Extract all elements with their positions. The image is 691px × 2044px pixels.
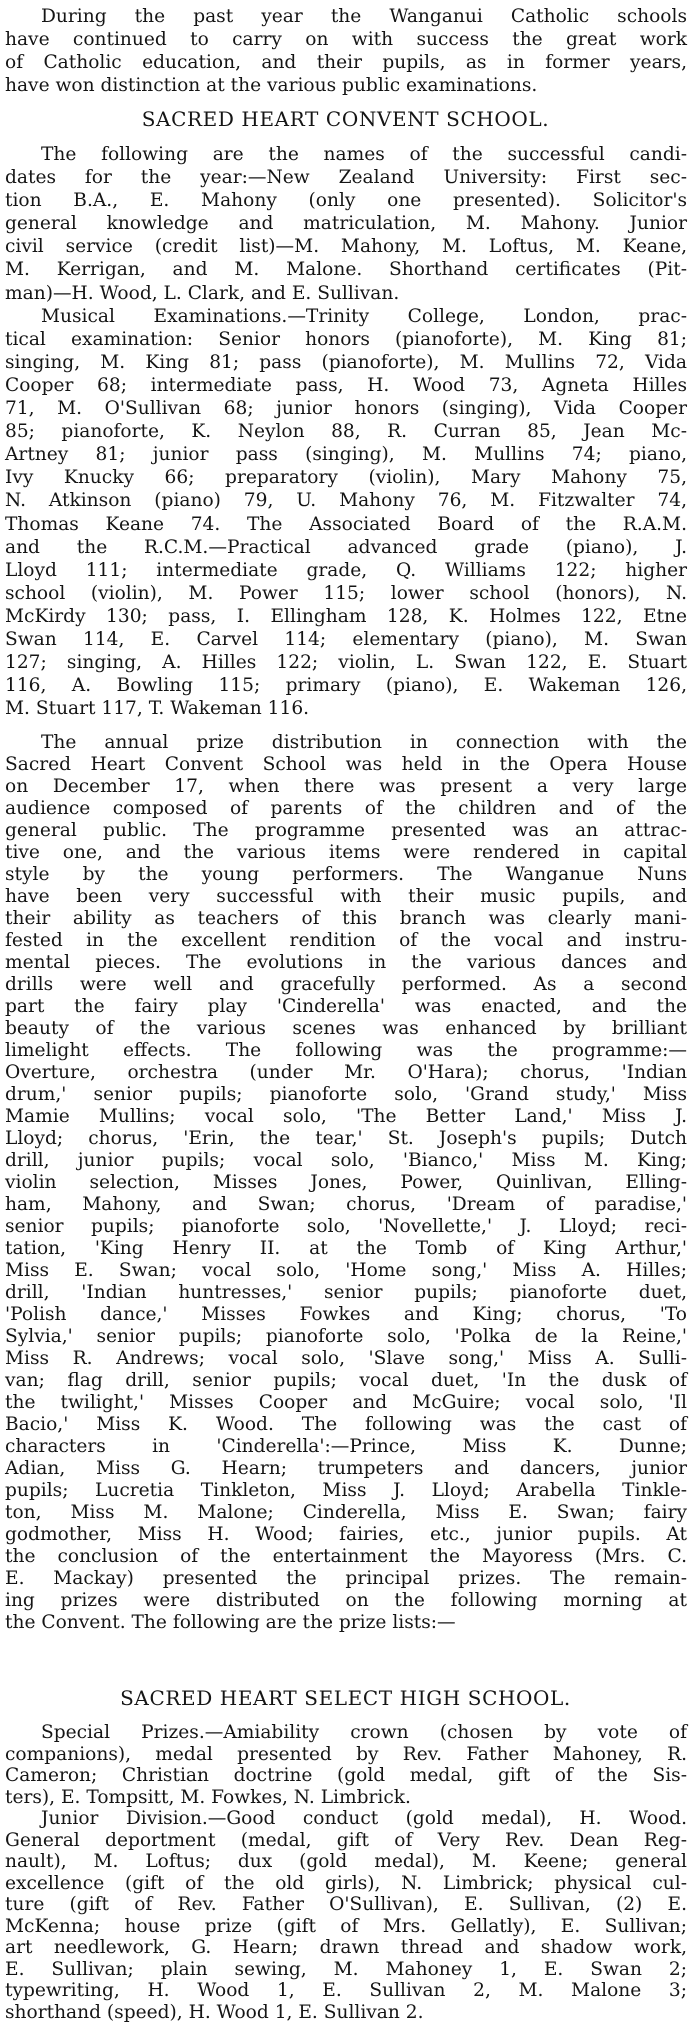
text-line: shorthand (speed), H. Wood 1, E. Sulliva…: [5, 2001, 424, 2023]
text-line: ham, Mahony, and Swan; chorus, 'Dream of…: [5, 1194, 687, 1215]
text-line: Lloyd; chorus, 'Erin, the tear,' St. Jos…: [5, 1128, 687, 1149]
text-line: drill, junior pupils; vocal solo, 'Bianc…: [5, 1150, 687, 1171]
text-line: tation, 'King Henry II. at the Tomb of K…: [5, 1238, 687, 1259]
text-line: M. Kerrigan, and M. Malone. Shorthand ce…: [5, 259, 687, 281]
text-line: violin selection, Misses Jones, Power, Q…: [5, 1172, 687, 1193]
prize-distribution-paragraph: The annual prize distribution in connect…: [5, 732, 687, 1634]
candidates-paragraph: The following are the names of the succe…: [5, 143, 687, 305]
text-line: the Convent. The following are the prize…: [5, 1612, 456, 1633]
intro-paragraph: During the past year the Wanganui Cathol…: [5, 5, 687, 97]
text-line: general knowledge and matriculation, M. …: [5, 213, 687, 235]
text-line: Junior Division.—Good conduct (gold meda…: [41, 1808, 687, 1829]
text-line: Sylvia,' senior pupils; pianoforte solo,…: [5, 1326, 687, 1347]
text-line: drill, 'Indian huntresses,' senior pupil…: [5, 1282, 687, 1303]
text-line: excellence (gift of the old girls), N. L…: [5, 1872, 687, 1894]
text-line: limelight effects. The following was the…: [5, 1040, 687, 1061]
text-line: 85; pianoforte, K. Neylon 88, R. Curran …: [5, 421, 687, 443]
text-line: 116, A. Bowling 115; primary (piano), E.…: [5, 675, 687, 697]
text-line: the conclusion of the entertainment the …: [5, 1546, 687, 1567]
text-line: their ability as teachers of this branch…: [5, 908, 687, 929]
text-line: The annual prize distribution in connect…: [41, 732, 687, 753]
text-line: man)—H. Wood, L. Clark, and E. Sullivan.: [5, 282, 400, 304]
text-line: Miss E. Swan; vocal solo, 'Home song,' M…: [5, 1260, 687, 1281]
text-line: fested in the excellent rendition of the…: [5, 930, 687, 951]
text-line: ton, Miss M. Malone; Cinderella, Miss E.…: [5, 1502, 687, 1523]
text-line: ing prizes were distributed on the follo…: [5, 1590, 687, 1611]
text-line: singing, M. King 81; pass (pianoforte), …: [5, 351, 687, 373]
heading-high-school: SACRED HEART SELECT HIGH SCHOOL.: [120, 1686, 571, 1710]
text-line: Musical Examinations.—Trinity College, L…: [41, 305, 687, 327]
text-line: Mamie Mullins; vocal solo, 'The Better L…: [5, 1106, 687, 1127]
text-line: Special Prizes.—Amiability crown (chosen…: [41, 1722, 687, 1743]
text-line: 71, M. O'Sullivan 68; junior honors (sin…: [5, 398, 687, 420]
text-line: General deportment (medal, gift of Very …: [5, 1829, 687, 1851]
text-line: godmother, Miss H. Wood; fairies, etc., …: [5, 1524, 687, 1545]
text-line: the twilight,' Misses Cooper and McGuire…: [5, 1392, 687, 1413]
text-line: have continued to carry on with success …: [5, 29, 687, 51]
text-line: art needlework, G. Hearn; drawn thread a…: [5, 1937, 687, 1958]
text-line: on December 17, when there was present a…: [5, 776, 687, 797]
text-line: van; flag drill, senior pupils; vocal du…: [5, 1370, 687, 1391]
text-line: Artney 81; junior pass (singing), M. Mul…: [5, 444, 687, 466]
text-line: Sacred Heart Convent School was held in …: [5, 754, 687, 775]
text-line: Cameron; Christian doctrine (gold medal,…: [5, 1765, 687, 1786]
text-line: ters), E. Tompsitt, M. Fowkes, N. Limbri…: [5, 1786, 411, 1808]
text-line: have been very successful with their mus…: [5, 886, 687, 907]
text-line: The following are the names of the succe…: [41, 144, 687, 165]
text-line: Miss R. Andrews; vocal solo, 'Slave song…: [5, 1348, 687, 1369]
text-line: of Catholic education, and their pupils,…: [5, 52, 687, 74]
text-line: part the fairy play 'Cinderella' was ena…: [5, 996, 687, 1017]
text-line: pupils; Lucretia Tinkleton, Miss J. Lloy…: [5, 1480, 687, 1501]
text-line: audience composed of parents of the chil…: [5, 798, 687, 819]
text-line: M. Stuart 117, T. Wakeman 116.: [5, 698, 310, 720]
text-line: drills were well and gracefully performe…: [5, 974, 687, 995]
text-line: During the past year the Wanganui Cathol…: [41, 6, 687, 27]
text-line: Lloyd 111; intermediate grade, Q. Willia…: [5, 559, 687, 581]
text-line: 127; singing, A. Hilles 122; violin, L. …: [5, 652, 687, 674]
text-line: nault), M. Loftus; dux (gold medal), M. …: [5, 1851, 687, 1872]
text-line: E. Sullivan; plain sewing, M. Mahoney 1,…: [5, 1958, 687, 1980]
text-line: drum,' senior pupils; pianoforte solo, '…: [5, 1084, 687, 1105]
junior-division-paragraph: Junior Division.—Good conduct (gold meda…: [5, 1808, 687, 2023]
text-line: senior pupils; pianoforte solo, 'Novelle…: [5, 1216, 687, 1237]
text-line: McKenna; house prize (gift of Mrs. Gella…: [5, 1915, 687, 1937]
text-line: tive one, and the various items were ren…: [5, 842, 687, 863]
text-line: Thomas Keane 74. The Associated Board of…: [5, 513, 687, 535]
text-line: characters in 'Cinderella':—Prince, Miss…: [5, 1436, 687, 1457]
text-line: beauty of the various scenes was enhance…: [5, 1018, 687, 1039]
text-line: 'Polish dance,' Misses Fowkes and King; …: [5, 1304, 687, 1325]
text-line: Swan 114, E. Carvel 114; elementary (pia…: [5, 629, 687, 650]
text-line: tical examination: Senior honors (pianof…: [5, 328, 687, 350]
text-line: school (violin), M. Power 115; lower sch…: [5, 582, 687, 604]
text-line: Cooper 68; intermediate pass, H. Wood 73…: [5, 374, 687, 396]
text-line: Adian, Miss G. Hearn; trumpeters and dan…: [5, 1458, 687, 1479]
text-line: N. Atkinson (piano) 79, U. Mahony 76, M.…: [5, 490, 687, 512]
text-line: style by the young performers. The Wanga…: [5, 864, 687, 885]
text-line: typewriting, H. Wood 1, E. Sullivan 2, M…: [5, 1980, 687, 2001]
text-line: McKirdy 130; pass, I. Ellingham 128, K. …: [5, 605, 687, 627]
text-line: dates for the year:—New Zealand Universi…: [5, 167, 687, 189]
text-line: E. Mackay) presented the principal prize…: [5, 1568, 687, 1589]
text-line: have won distinction at the various publ…: [5, 75, 538, 97]
text-line: tion B.A., E. Mahony (only one presented…: [5, 190, 687, 212]
text-line: companions), medal presented by Rev. Fat…: [5, 1743, 687, 1765]
musical-examinations-paragraph: Musical Examinations.—Trinity College, L…: [5, 305, 687, 721]
text-line: and the R.C.M.—Practical advanced grade …: [5, 536, 687, 558]
text-line: general public. The programme presented …: [5, 820, 687, 841]
text-line: mental pieces. The evolutions in the var…: [5, 952, 687, 973]
special-prizes-paragraph: Special Prizes.—Amiability crown (chosen…: [5, 1722, 687, 1808]
text-line: ture (gift of Rev. Father O'Sullivan), E…: [5, 1894, 687, 1915]
text-line: Bacio,' Miss K. Wood. The following was …: [5, 1414, 687, 1435]
text-line: Ivy Knucky 66; preparatory (violin), Mar…: [5, 467, 687, 489]
heading-convent-school: SACRED HEART CONVENT SCHOOL.: [141, 107, 550, 131]
text-line: civil service (credit list)—M. Mahony, M…: [5, 236, 687, 258]
text-line: Overture, orchestra (under Mr. O'Hara); …: [5, 1062, 687, 1083]
